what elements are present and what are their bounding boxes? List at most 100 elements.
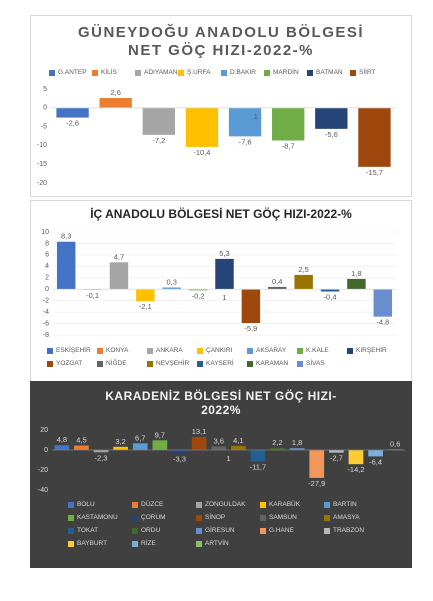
- legend-label: BATMAN: [316, 69, 343, 76]
- y-tick-label: 0: [44, 447, 48, 454]
- legend-label: GİRESUN: [205, 527, 235, 534]
- legend-swatch: [49, 69, 55, 76]
- bar: [211, 446, 227, 450]
- legend-label: TOKAT: [77, 527, 99, 534]
- chart-title: KARADENİZ BÖLGESİ NET GÖÇ HIZI-2022%: [105, 389, 337, 418]
- legend-swatch: [132, 514, 138, 521]
- bar: [93, 450, 109, 453]
- legend-item: BAYBURT: [68, 537, 132, 550]
- bar: [228, 107, 262, 137]
- y-tick-label: -4: [43, 309, 49, 316]
- data-label: -5,9: [244, 324, 257, 333]
- legend-swatch: [324, 501, 330, 508]
- data-label: 8,3: [61, 232, 71, 241]
- legend-item: SAMSUN: [260, 511, 324, 524]
- legend-label: G.ANTEP: [58, 69, 87, 76]
- legend-swatch: [68, 501, 74, 508]
- bar: [373, 289, 393, 317]
- legend-label: SİVAS: [306, 360, 325, 367]
- legend-label: KASTAMONU: [77, 514, 118, 521]
- y-tick-label: 8: [45, 240, 49, 247]
- y-tick-label: -15: [37, 161, 47, 168]
- legend-swatch: [260, 514, 266, 521]
- data-label: 0,6: [390, 439, 400, 448]
- legend: BOLU DÜZCE ZONGULDAK KARABÜK BARTIN KASTAMONU…: [68, 498, 406, 550]
- legend-swatch: [97, 347, 103, 354]
- legend-swatch: [247, 347, 253, 354]
- legend-label: TRABZON: [333, 527, 365, 534]
- bar: [113, 446, 128, 450]
- legend-item: NİĞDE: [97, 357, 147, 370]
- legend-swatch: [324, 514, 330, 521]
- legend-swatch: [324, 527, 330, 534]
- legend-swatch: [196, 514, 202, 521]
- legend-item: ESKİŞEHİR: [47, 344, 97, 357]
- bar: [162, 287, 181, 290]
- legend-swatch: [135, 69, 141, 76]
- legend-swatch: [68, 514, 74, 521]
- bar: [294, 274, 313, 290]
- legend-item: SİİRT: [350, 66, 393, 79]
- legend-swatch: [132, 527, 138, 534]
- legend-swatch: [350, 69, 356, 76]
- legend-item: KIRŞEHİR: [347, 344, 397, 357]
- bar: [329, 450, 344, 453]
- data-label: 4,5: [76, 435, 86, 444]
- data-label: -0,1: [86, 291, 99, 300]
- bar: [132, 443, 148, 450]
- bar: [188, 289, 208, 291]
- legend-item: AMASYA: [324, 511, 388, 524]
- legend-swatch: [347, 347, 353, 354]
- chart-panel: 20 0 -20 -40 4,8 4,5 -2,3 3,2 6,7 9,7 -3,3 13,1 3,6 4…: [30, 381, 412, 568]
- legend-item: AKSARAY: [247, 344, 297, 357]
- data-label: 9,7: [155, 430, 165, 439]
- legend-item: ORDU: [132, 524, 196, 537]
- data-label: 2,5: [298, 265, 308, 274]
- bar: [270, 447, 285, 450]
- legend-label: ORDU: [141, 527, 161, 534]
- y-tick-label: 4: [45, 263, 49, 270]
- legend-swatch: [197, 347, 203, 354]
- bar: [172, 450, 187, 454]
- legend-swatch: [47, 347, 53, 354]
- chart: 10 8 6 4 2 0 -2 -4 -6 -8 8,3 -0,1 4,7 -2,1 0,3 -0,2 5,3 -…: [41, 229, 396, 339]
- data-label: 3,6: [213, 436, 223, 445]
- data-label: 6,7: [135, 433, 145, 442]
- data-label: -3,3: [173, 454, 186, 463]
- legend-label: ÇORUM: [141, 514, 166, 521]
- data-label: 1,8: [292, 438, 302, 447]
- legend-swatch: [97, 360, 103, 367]
- chart: 5 0 -5 -10 -15 -20 -2,6 2,6 -7,2 -10,4 -7,6 -8,7 -5,…: [37, 86, 396, 187]
- y-tick-label: -6: [43, 320, 49, 327]
- data-label: -6,4: [369, 457, 382, 466]
- bar: [54, 445, 70, 450]
- data-label: 2,6: [110, 88, 120, 97]
- legend-swatch: [247, 360, 253, 367]
- bar: [109, 262, 129, 290]
- bar: [272, 107, 305, 141]
- data-label: -11,7: [250, 463, 267, 472]
- legend-item: D.BAKIR: [221, 66, 264, 79]
- bar: [74, 445, 89, 450]
- data-label: -4,8: [376, 318, 389, 327]
- data-label: -2,1: [139, 302, 152, 311]
- legend-item: KAYSERİ: [197, 357, 247, 370]
- bar: [268, 286, 287, 290]
- data-label: -7,6: [239, 137, 252, 146]
- chart: 20 0 -20 -40 4,8 4,5 -2,3 3,2 6,7 9,7 -3,3 13,1 3,6 4…: [38, 427, 405, 494]
- legend-item: KİLİS: [92, 66, 135, 79]
- legend-label: KİLİS: [101, 69, 117, 76]
- legend-swatch: [260, 527, 266, 534]
- data-label: 13,1: [192, 427, 207, 436]
- bar: [191, 436, 207, 450]
- legend-label: ARTVİN: [205, 540, 229, 547]
- legend-label: BARTIN: [333, 501, 357, 508]
- legend-label: ANKARA: [156, 347, 183, 354]
- y-tick-label: -10: [37, 142, 47, 149]
- legend-label: SİİRT: [359, 69, 376, 76]
- legend-label: NEVŞEHİR: [156, 360, 190, 367]
- bar: [215, 258, 234, 290]
- legend-label: RİZE: [141, 540, 156, 547]
- chart-title: GÜNEYDOĞU ANADOLU BÖLGESİ NET GÖÇ HIZI-2…: [77, 24, 365, 59]
